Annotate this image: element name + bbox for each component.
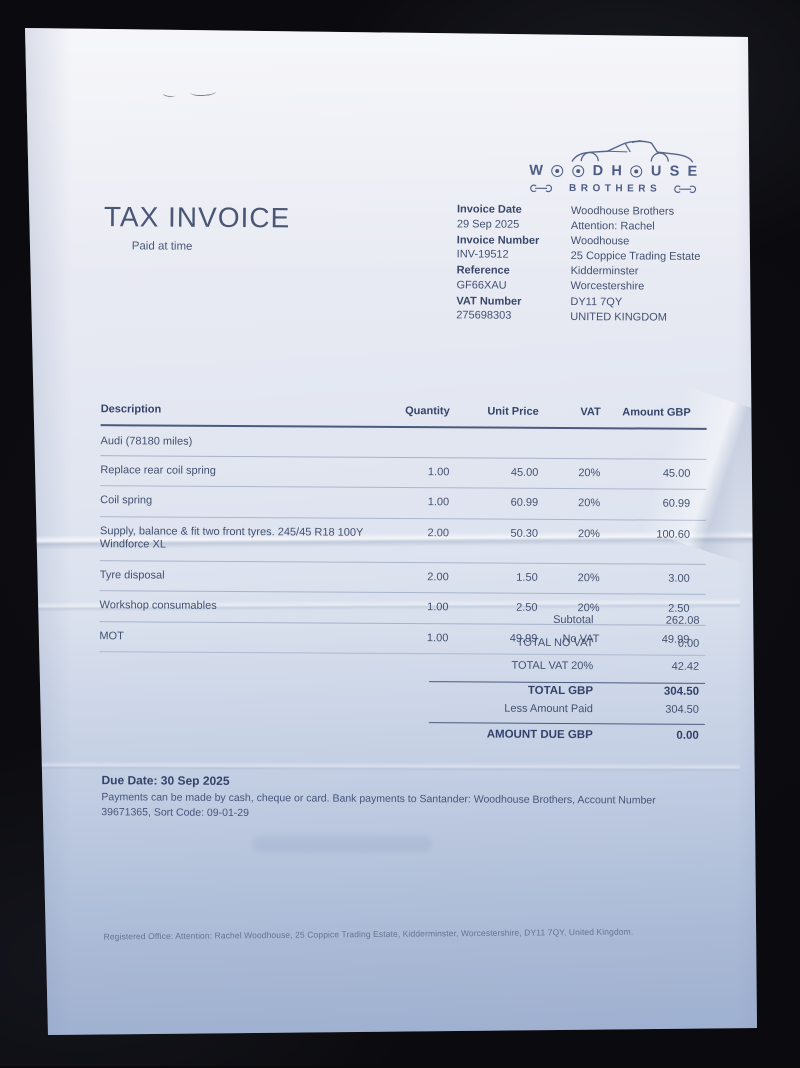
recipient-address: Woodhouse Brothers Attention: Rachel Woo… xyxy=(570,204,721,326)
table-header-row: Description Quantity Unit Price VAT Amou… xyxy=(100,401,707,430)
item-description: MOT xyxy=(99,629,124,642)
wrench-icon xyxy=(530,184,553,193)
brand-letter: H xyxy=(611,163,622,180)
item-unit-price: 45.00 xyxy=(510,466,539,479)
wheel-o-icon: O xyxy=(551,164,564,178)
amount-due-label: AMOUNT DUE GBP xyxy=(486,728,593,742)
less-amount-paid-label: Less Amount Paid xyxy=(504,702,593,715)
payment-terms: Due Date: 30 Sep 2025 Payments can be ma… xyxy=(101,773,701,824)
reference: Reference GF66XAU xyxy=(456,263,566,293)
item-vat: 20% xyxy=(577,571,600,584)
table-row: Replace rear coil spring 1.00 45.00 20% … xyxy=(100,455,707,490)
vat-number-value: 275698303 xyxy=(456,309,512,322)
amount-due-row: AMOUNT DUE GBP 0.00 xyxy=(429,723,705,748)
table-row: Supply, balance & fit two front tyres. 2… xyxy=(99,516,707,565)
less-amount-paid-amount: 304.50 xyxy=(665,703,699,716)
car-icon xyxy=(571,140,693,163)
address-line: UNITED KINGDOM xyxy=(570,310,667,324)
address-line: Worcestershire xyxy=(570,280,645,293)
wrench-icon xyxy=(674,185,697,194)
item-description: Workshop consumables xyxy=(99,599,217,612)
subtotal-row: Subtotal 262.08 xyxy=(429,611,705,632)
document-title: TAX INVOICE xyxy=(103,201,291,234)
address-line: Attention: Rachel xyxy=(570,220,655,233)
invoice-number-label: Invoice Number xyxy=(456,233,540,247)
header-quantity: Quantity xyxy=(405,405,450,418)
wheel-o-icon: O xyxy=(630,165,643,178)
header-unit-price: Unit Price xyxy=(487,405,539,418)
item-unit-price: 1.50 xyxy=(516,571,538,584)
total-gbp-row: TOTAL GBP 304.50 xyxy=(429,682,705,702)
total-gbp-label: TOTAL GBP xyxy=(527,684,594,697)
brand-name-line2: BROTHERS xyxy=(529,183,697,195)
document-subtitle: Paid at time xyxy=(131,240,193,253)
total-no-vat-label: TOTAL NO VAT xyxy=(516,636,594,650)
address-line: Woodhouse xyxy=(570,235,630,248)
table-row: Coil spring 1.00 60.99 20% 60.99 xyxy=(100,486,707,521)
invoice-number-value: INV-19512 xyxy=(456,248,509,261)
brand-letter: W xyxy=(529,162,543,179)
title-block: TAX INVOICE Paid at time xyxy=(103,201,291,253)
address-line: Kidderminster xyxy=(570,265,639,278)
brand-letter: S xyxy=(669,163,680,180)
item-vat: 20% xyxy=(578,497,601,510)
reference-label: Reference xyxy=(456,264,510,277)
subtotal-amount: 262.08 xyxy=(665,614,700,627)
registered-office-footer: Registered Office: Attention: Rachel Woo… xyxy=(103,926,634,942)
header-description: Description xyxy=(100,403,162,416)
brand-line2-label: BROTHERS xyxy=(569,183,662,195)
invoice-number: Invoice Number INV-19512 xyxy=(457,233,567,263)
payment-instructions: Payments can be made by cash, cheque or … xyxy=(101,791,656,820)
invoice-details: Invoice Date 29 Sep 2025 Invoice Number … xyxy=(456,202,567,325)
address-line: 25 Coppice Trading Estate xyxy=(570,250,701,264)
item-amount: 60.99 xyxy=(662,497,691,510)
item-amount: 3.00 xyxy=(668,572,690,585)
table-row: Tyre disposal 2.00 1.50 20% 3.00 xyxy=(99,560,706,595)
invoice-date-label: Invoice Date xyxy=(456,203,522,216)
item-quantity: 1.00 xyxy=(427,496,450,509)
item-vat: 20% xyxy=(578,466,601,479)
header-amount: Amount GBP xyxy=(622,406,691,419)
total-vat-row: TOTAL VAT 20% 42.42 xyxy=(429,654,705,679)
brand-letter: U xyxy=(650,163,662,180)
reference-value: GF66XAU xyxy=(456,278,507,292)
total-no-vat-row: TOTAL NO VAT 0.00 xyxy=(429,631,705,656)
item-unit-price: 60.99 xyxy=(510,496,539,509)
item-quantity: 2.00 xyxy=(427,526,450,539)
total-vat-amount: 42.42 xyxy=(671,660,700,673)
address-line: DY11 7QY xyxy=(570,295,623,308)
amount-due-amount: 0.00 xyxy=(676,729,699,742)
item-description: Replace rear coil spring xyxy=(100,463,216,477)
item-quantity: 2.00 xyxy=(427,570,449,583)
brand-letter: E xyxy=(687,163,698,180)
company-logo: W O O D H O U S E BROTHERS xyxy=(529,140,699,195)
total-vat-label: TOTAL VAT 20% xyxy=(511,659,594,673)
item-description: Coil spring xyxy=(100,494,153,507)
header-vat: VAT xyxy=(580,406,601,419)
vat-number-label: VAT Number xyxy=(456,294,522,308)
wheel-o-icon: O xyxy=(571,164,585,178)
item-unit-price: 50.30 xyxy=(510,527,539,540)
item-description: Tyre disposal xyxy=(99,568,165,582)
item-quantity: 1.00 xyxy=(427,465,450,478)
total-gbp-amount: 304.50 xyxy=(663,685,700,698)
item-vat: 20% xyxy=(577,527,601,540)
invoice-date: Invoice Date 29 Sep 2025 xyxy=(457,202,567,232)
vehicle-section-row: Audi (78180 miles) xyxy=(100,425,707,460)
item-amount: 100.60 xyxy=(656,528,691,541)
vat-number: VAT Number 275698303 xyxy=(456,294,566,324)
total-no-vat-amount: 0.00 xyxy=(677,637,700,650)
address-line: Woodhouse Brothers xyxy=(570,205,675,218)
brand-letter: D xyxy=(592,163,604,180)
totals-block: Subtotal 262.08 TOTAL NO VAT 0.00 TOTAL … xyxy=(428,611,706,748)
item-description: Supply, balance & fit two front tyres. 2… xyxy=(99,524,364,551)
invoice-date-value: 29 Sep 2025 xyxy=(456,217,520,231)
subtotal-label: Subtotal xyxy=(553,613,594,627)
less-amount-paid-row: Less Amount Paid 304.50 xyxy=(429,700,705,720)
item-amount: 45.00 xyxy=(662,467,691,480)
due-date: Due Date: 30 Sep 2025 xyxy=(101,773,230,788)
